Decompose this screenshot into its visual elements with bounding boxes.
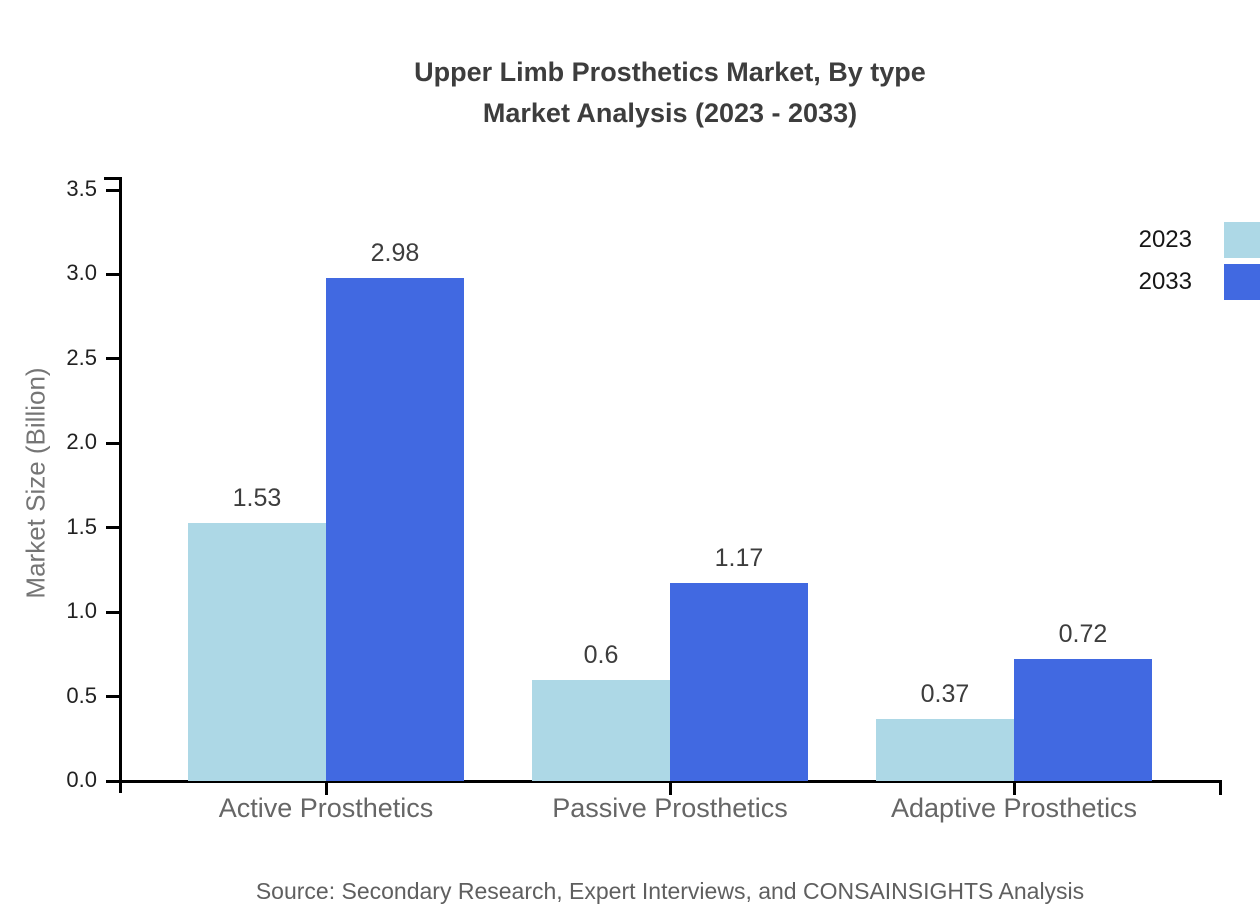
y-tick-label: 1.0: [66, 598, 97, 623]
y-tick-label: 0.5: [66, 683, 97, 708]
bar-2033-passive-prosthetics: [670, 583, 808, 781]
category-label: Active Prosthetics: [218, 793, 434, 823]
y-tick: [106, 273, 119, 276]
y-tick-label: 3.0: [66, 260, 97, 285]
chart-title-line1: Upper Limb Prosthetics Market, By type: [414, 57, 926, 87]
y-tick: [106, 611, 119, 614]
source-note: Source: Secondary Research, Expert Inter…: [255, 878, 1085, 904]
y-axis-label: Market Size (Billion): [20, 367, 51, 599]
value-label-2023-passive-prosthetics: 0.6: [583, 641, 619, 669]
category-label: Adaptive Prosthetics: [890, 793, 1138, 823]
y-tick-label: 1.5: [66, 514, 97, 539]
y-tick: [106, 526, 119, 529]
value-label-2033-adaptive-prosthetics: 0.72: [1058, 620, 1108, 648]
x-tick: [1013, 781, 1016, 795]
chart-title-line2: Market Analysis (2023 - 2033): [482, 98, 858, 128]
bar-2033-active-prosthetics: [326, 278, 464, 781]
x-axis-end-tick: [1219, 781, 1222, 795]
legend-swatch-2033: [1224, 264, 1260, 300]
bar-2023-passive-prosthetics: [532, 680, 670, 781]
x-axis-line: [106, 780, 1222, 783]
y-tick: [106, 695, 119, 698]
y-tick-label: 2.5: [66, 345, 97, 370]
chart-title: Upper Limb Prosthetics Market, By type M…: [70, 52, 1260, 134]
y-tick: [106, 189, 119, 192]
bar-2023-adaptive-prosthetics: [876, 719, 1014, 781]
legend-label-2033: 2033: [1138, 268, 1192, 295]
y-tick-label: 3.5: [66, 176, 97, 201]
y-tick: [106, 442, 119, 445]
category-label: Passive Prosthetics: [552, 793, 788, 823]
value-label-2033-passive-prosthetics: 1.17: [714, 544, 764, 572]
bar-2023-active-prosthetics: [188, 523, 326, 781]
y-axis-end-tick: [104, 177, 119, 180]
legend-swatch-2023: [1224, 222, 1260, 258]
legend-label-2023: 2023: [1138, 226, 1192, 253]
value-label-2033-active-prosthetics: 2.98: [370, 239, 420, 267]
y-tick-label: 0.0: [66, 767, 97, 792]
x-tick: [325, 781, 328, 795]
y-axis-spine: [119, 177, 122, 793]
x-tick: [669, 781, 672, 795]
bar-2033-adaptive-prosthetics: [1014, 659, 1152, 781]
value-label-2023-active-prosthetics: 1.53: [232, 484, 282, 512]
y-tick: [106, 357, 119, 360]
y-tick-label: 2.0: [66, 429, 97, 454]
value-label-2023-adaptive-prosthetics: 0.37: [920, 680, 970, 708]
